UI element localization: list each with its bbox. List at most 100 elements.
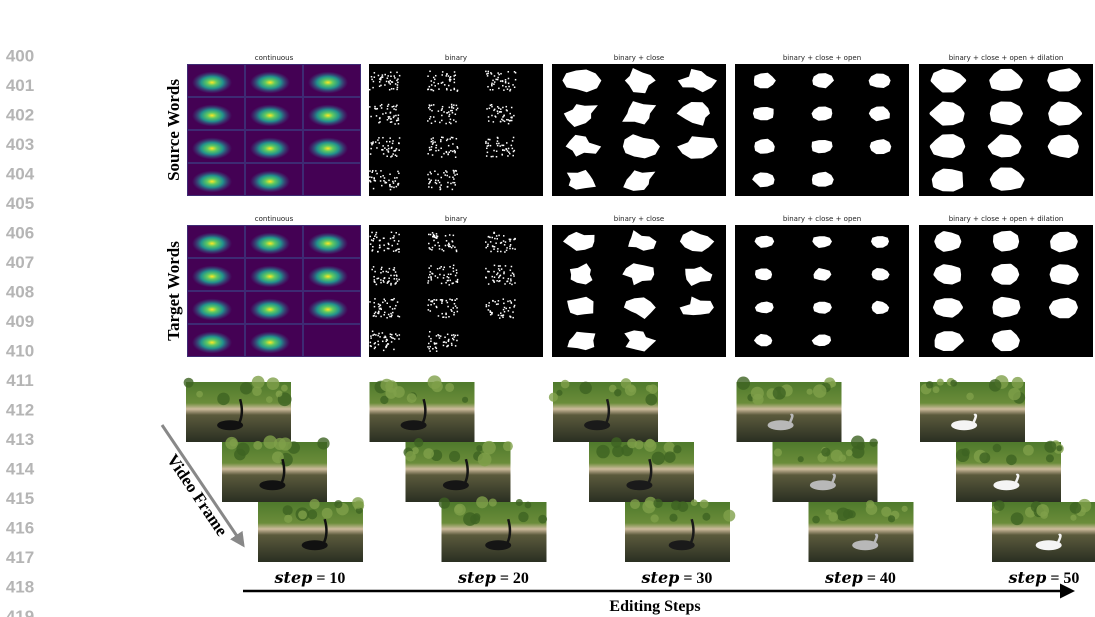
mask-dot xyxy=(492,89,494,91)
mask-dot xyxy=(507,150,509,152)
mask-dot xyxy=(494,265,496,267)
mask-dot xyxy=(509,90,511,92)
mask-dot xyxy=(391,232,393,234)
mask-dot xyxy=(452,177,454,179)
mask-dot xyxy=(395,250,397,252)
mask-dot xyxy=(388,116,390,118)
mask-dot xyxy=(497,106,499,108)
mask-dot xyxy=(487,244,489,246)
mask-dot xyxy=(500,315,502,317)
mask-dot xyxy=(384,147,386,149)
mask-dot xyxy=(485,268,487,270)
mask-dot xyxy=(449,114,451,116)
foliage xyxy=(1008,388,1020,400)
mask-dot xyxy=(508,310,510,312)
foliage xyxy=(700,499,709,508)
mask-dot xyxy=(488,139,490,141)
video-frame xyxy=(549,378,658,442)
mask-blob xyxy=(1052,234,1076,251)
mask-dot xyxy=(456,138,458,140)
mask-dot xyxy=(495,79,497,81)
foliage xyxy=(217,393,229,405)
mask-dot xyxy=(387,303,389,305)
mask-dot xyxy=(398,149,400,151)
mask-dot xyxy=(441,177,443,179)
mask-dot xyxy=(512,140,514,142)
mask-dot xyxy=(374,281,376,283)
mask-dot xyxy=(374,106,376,108)
foliage xyxy=(462,397,468,403)
mask-dot xyxy=(428,234,430,236)
mask-dot xyxy=(447,280,449,282)
mask-dot xyxy=(508,78,510,80)
mask-dot xyxy=(448,339,450,341)
mask-dot xyxy=(390,80,392,82)
mask-dot xyxy=(378,137,380,139)
mask-dot xyxy=(448,111,450,113)
foliage xyxy=(1023,445,1034,456)
mask-dot xyxy=(428,348,430,350)
figure: 4004014024034044054064074084094104114124… xyxy=(0,0,1095,617)
mask-dot xyxy=(512,84,514,86)
mask-dot xyxy=(448,75,450,77)
mask-dot xyxy=(447,276,449,278)
mask-dot xyxy=(381,267,383,269)
mask-dot xyxy=(390,189,392,191)
mask-dot xyxy=(432,140,434,142)
video-frame xyxy=(920,375,1025,442)
mask-dot xyxy=(380,176,382,178)
mask-dot xyxy=(508,151,510,153)
mask-dot xyxy=(453,334,455,336)
mask-dot xyxy=(398,123,400,125)
mask-dot xyxy=(383,180,385,182)
mask-dot xyxy=(383,278,385,280)
foliage xyxy=(184,378,194,388)
mask-dot xyxy=(369,301,371,303)
mask-dot xyxy=(427,304,429,306)
foliage xyxy=(525,502,532,509)
mask-dot xyxy=(395,282,397,284)
mask-dot xyxy=(435,275,437,277)
foliage xyxy=(664,442,675,453)
mask-dot xyxy=(495,242,497,244)
mask-dot xyxy=(496,143,498,145)
foliage xyxy=(276,390,282,396)
foliage xyxy=(937,379,944,386)
mask-dot xyxy=(369,176,371,178)
mask-dot xyxy=(503,145,505,147)
mask-dot xyxy=(451,344,453,346)
mask-dot xyxy=(386,156,388,158)
mask-dot xyxy=(500,251,502,253)
mask-dot xyxy=(434,141,436,143)
mask-dot xyxy=(380,180,382,182)
mask-dot xyxy=(395,115,397,117)
mask-dot xyxy=(499,111,501,113)
mask-dot xyxy=(511,266,513,268)
mask-dot xyxy=(432,143,434,145)
mask-dot xyxy=(371,250,373,252)
mask-dot xyxy=(452,182,454,184)
mask-dot xyxy=(388,104,390,106)
foliage xyxy=(645,439,654,448)
mask-blob xyxy=(994,299,1018,316)
mask-dot xyxy=(494,238,496,240)
heat-blob xyxy=(308,266,348,288)
mask-dot xyxy=(378,333,380,335)
mask-dot xyxy=(431,105,433,107)
foliage xyxy=(470,514,480,524)
mask-dot xyxy=(376,115,378,117)
mask-dot xyxy=(446,175,448,177)
mask-dot xyxy=(513,115,515,117)
mask-dot xyxy=(382,113,384,115)
foliage xyxy=(236,443,249,456)
mask-dot xyxy=(497,303,499,305)
mask-blob xyxy=(995,233,1017,250)
step-symbol: step xyxy=(274,568,313,587)
mask-dot xyxy=(441,115,443,117)
mask-dot xyxy=(369,89,371,91)
mask-dot xyxy=(485,241,487,243)
mask-dot xyxy=(390,336,392,338)
mask-dot xyxy=(427,282,429,284)
mask-dot xyxy=(456,174,458,176)
mask-dot xyxy=(503,89,505,91)
